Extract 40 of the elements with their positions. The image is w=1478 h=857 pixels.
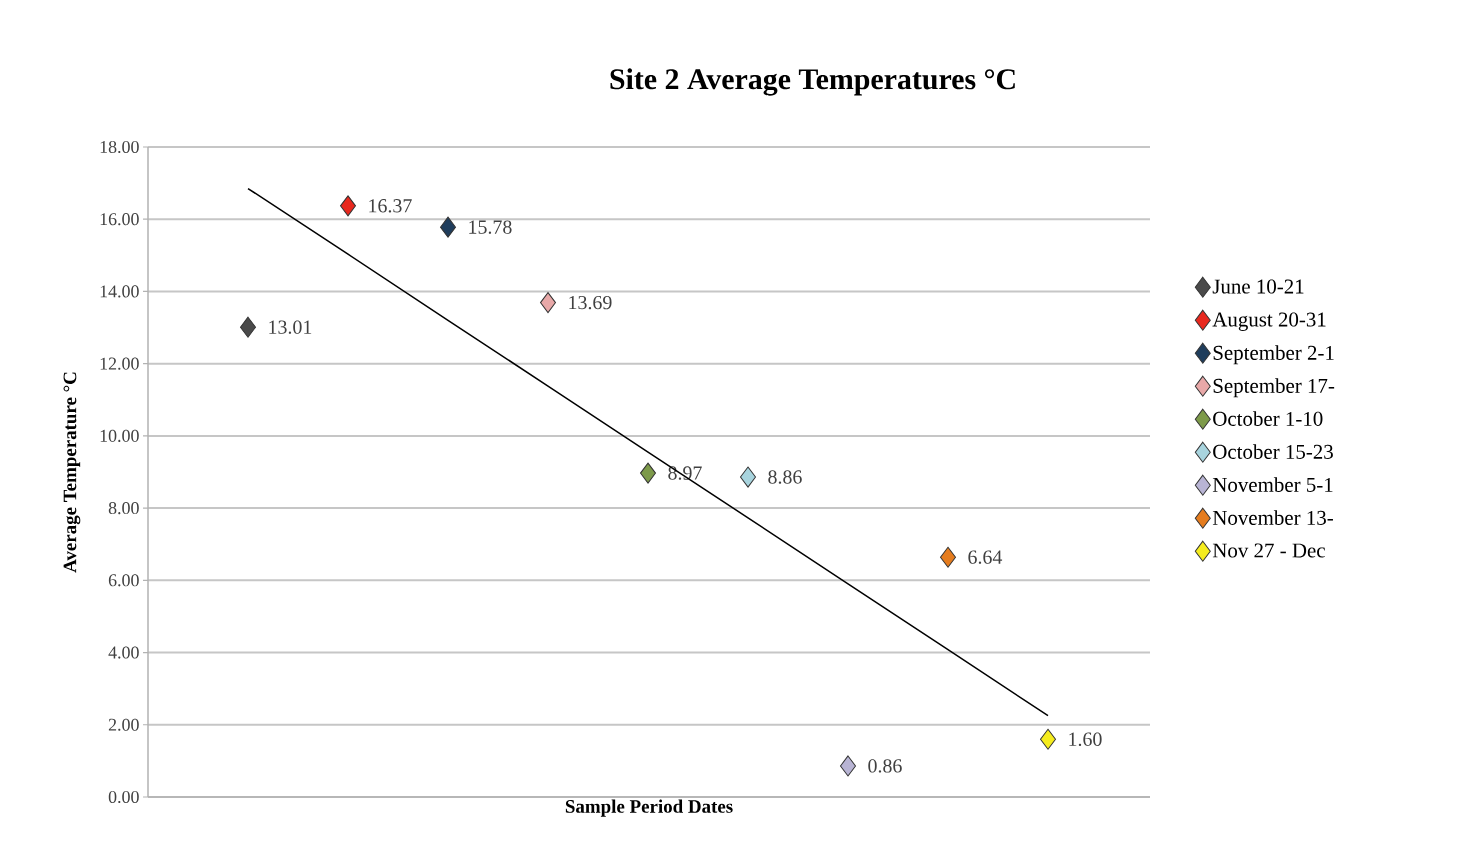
point xyxy=(840,755,856,777)
y-tick-label: 18.00 xyxy=(100,140,139,154)
data-label: 8.86 xyxy=(768,470,802,484)
point xyxy=(440,216,457,238)
y-tick-label: 12.00 xyxy=(100,357,139,370)
legend-label: Nov 27 - Dec xyxy=(1212,543,1325,558)
data-label: 0.86 xyxy=(868,759,902,773)
y-tick-label: 2.00 xyxy=(108,718,139,731)
data-label: 13.69 xyxy=(569,295,612,310)
data-label: 13.01 xyxy=(269,320,312,334)
legend-label: June 10-21 xyxy=(1212,279,1304,294)
y-axis-title: Average Temperature °C xyxy=(63,372,81,573)
y-tick-label: 14.00 xyxy=(100,285,139,298)
legend-label: October 15-23 xyxy=(1213,444,1333,459)
line-series xyxy=(247,187,1049,717)
legend-label: September 2-1 xyxy=(1213,345,1334,365)
point xyxy=(1040,728,1057,750)
data-label: 15.78 xyxy=(469,220,512,234)
y-tick-label: 4.00 xyxy=(108,646,139,659)
point xyxy=(340,195,357,217)
point xyxy=(640,462,657,484)
x-axis-title: Sample Period Dates xyxy=(565,799,733,817)
legend-label: October 1-10 xyxy=(1213,411,1323,426)
chart-title: Site 2 Average Temperatures °C xyxy=(610,68,1015,96)
point xyxy=(540,292,556,314)
point xyxy=(240,316,256,338)
point xyxy=(940,546,956,568)
legend-label: August 20-31 xyxy=(1212,312,1326,331)
y-tick-label: 8.00 xyxy=(108,502,139,515)
data-label: 16.37 xyxy=(369,199,412,213)
y-tick-label: 6.00 xyxy=(108,574,139,587)
point xyxy=(740,466,757,488)
data-label: 6.64 xyxy=(968,550,1003,564)
y-tick-label: 0.00 xyxy=(108,790,139,804)
y-tick-label: 10.00 xyxy=(100,429,139,442)
data-label: 1.60 xyxy=(1069,732,1102,746)
y-tick-label: 16.00 xyxy=(100,213,139,226)
legend-label: September 17- xyxy=(1213,378,1335,398)
legend-label: November 5-1 xyxy=(1212,477,1333,492)
legend-label: November 13- xyxy=(1212,510,1333,525)
